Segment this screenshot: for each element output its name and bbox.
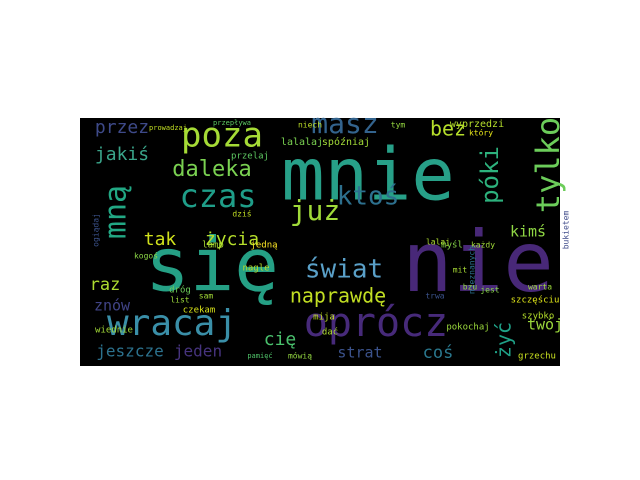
word: spóźniaj — [322, 136, 370, 148]
word: coś — [423, 343, 454, 363]
word: myśl — [441, 240, 463, 251]
word: lamp — [202, 241, 224, 251]
word: tym — [391, 121, 406, 130]
word: jakiś — [95, 144, 149, 165]
word: wyprzedzi — [450, 119, 504, 130]
word: twój — [527, 316, 563, 334]
word: kimś — [510, 223, 546, 241]
word: trwa — [425, 292, 444, 301]
word: jeden — [174, 342, 222, 361]
cloud-background — [80, 118, 560, 366]
word: dać — [322, 327, 338, 338]
word: ogiądaj — [92, 213, 101, 247]
word: raz — [90, 275, 121, 295]
word: bukietem — [562, 211, 571, 250]
word: się — [145, 223, 279, 309]
word: wracaj — [107, 303, 237, 344]
word: strat — [337, 344, 382, 362]
word: tak — [144, 229, 177, 250]
word: już — [290, 194, 341, 227]
word: szczęściu — [511, 295, 560, 306]
word: który — [469, 128, 493, 138]
word: prowadzaj — [149, 124, 187, 132]
word: ktoś — [337, 182, 400, 212]
word: mówią — [288, 351, 312, 361]
word: dróg — [169, 285, 191, 296]
word: masz — [311, 107, 378, 140]
word: niech — [298, 121, 322, 130]
word: kogoś — [134, 251, 158, 261]
word: szybko — [522, 312, 555, 322]
word: jest — [480, 286, 499, 295]
word: każdy — [471, 241, 495, 250]
word: mnie — [281, 133, 454, 217]
word: wiednie — [95, 326, 133, 336]
word: dziś — [232, 209, 251, 219]
word: póki — [476, 146, 504, 204]
word: przez — [95, 117, 149, 138]
word: świat — [305, 255, 383, 285]
word: list — [170, 296, 189, 305]
word: mija — [313, 313, 335, 323]
word: jedną — [250, 241, 277, 251]
word: oprócz — [304, 300, 449, 346]
word: nieznanych — [468, 246, 477, 294]
word: poza — [181, 116, 263, 156]
word: przepływa — [213, 119, 251, 127]
word: tylko — [529, 117, 567, 213]
word: mną — [99, 185, 134, 239]
word: pokochaj — [446, 323, 489, 333]
word: lalalaj — [281, 137, 323, 148]
word: cię — [264, 329, 297, 350]
word: mit — [453, 266, 468, 275]
word: żyć — [492, 322, 516, 358]
word: czekam — [183, 306, 216, 316]
word: znów — [94, 297, 131, 315]
word: grzechu — [518, 352, 556, 362]
word: życia — [205, 229, 259, 250]
word: bez — [430, 117, 466, 141]
word: czas — [179, 177, 256, 215]
word: sam — [199, 292, 214, 301]
word: naprawdę — [290, 284, 386, 308]
word: nagle — [242, 264, 269, 274]
word: pamięć — [247, 352, 272, 360]
word: bzu — [463, 283, 478, 292]
word: jeszcze — [96, 342, 163, 361]
word: nie — [402, 213, 554, 311]
word: daleka — [172, 157, 251, 182]
word: lalaj — [426, 238, 450, 247]
word: warta — [528, 283, 552, 292]
word: przelaj — [231, 152, 269, 162]
